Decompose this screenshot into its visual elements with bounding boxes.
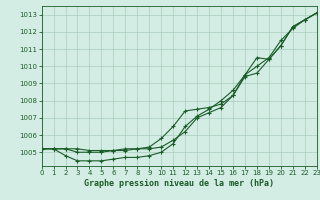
X-axis label: Graphe pression niveau de la mer (hPa): Graphe pression niveau de la mer (hPa) (84, 179, 274, 188)
